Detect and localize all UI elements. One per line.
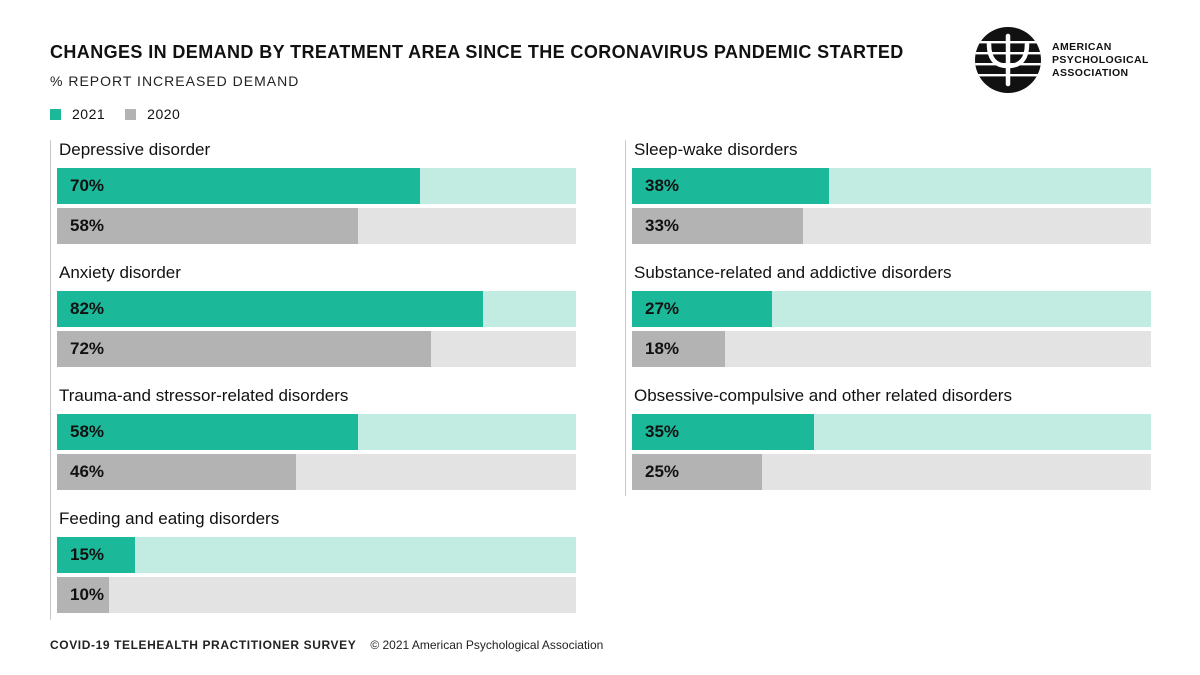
chart-title: CHANGES IN DEMAND BY TREATMENT AREA SINC… [50, 42, 904, 62]
bar-value-label-2021: 27% [645, 299, 680, 318]
bar-value-label-2020: 58% [70, 216, 105, 235]
bar-track-2020: 33% [632, 208, 1151, 244]
bar-value-label-2021: 35% [645, 422, 680, 441]
bar-track-2020: 46% [57, 454, 576, 490]
legend-item-2020: 2020 [125, 106, 180, 122]
legend-swatch-2021 [50, 108, 61, 120]
logo-line-3: ASSOCIATION [1052, 66, 1129, 79]
category-group-sleep-wake-disorders: Sleep-wake disorders 38% 33% [632, 140, 1152, 255]
bar-2020 [57, 454, 296, 490]
legend-label-2020: 2020 [147, 106, 181, 122]
apa-logo: AMERICAN PSYCHOLOGICAL ASSOCIATION [974, 26, 1149, 94]
bar-2021 [57, 291, 483, 327]
bar-2021 [632, 414, 814, 450]
category-label: Feeding and eating disorders [59, 509, 280, 528]
bar-track-2021: 35% [632, 414, 1151, 450]
bar-value-label-2021: 38% [645, 176, 680, 195]
chart-column-left: Depressive disorder 70% 58% Anxiety disorde… [50, 140, 576, 620]
footer-copyright: © 2021 American Psychological Associatio… [370, 638, 604, 652]
bar-value-label-2021: 15% [70, 545, 105, 564]
bar-value-label-2020: 18% [645, 339, 680, 358]
category-group-trauma-and-stressor-related-disorders: Trauma-and stressor-related disorders 58%… [57, 386, 577, 501]
legend-label-2021: 2021 [72, 106, 106, 122]
bar-2021 [632, 291, 773, 327]
bar-2021 [57, 168, 421, 204]
bar-track-2021: 38% [632, 168, 1151, 204]
chart-subtitle: % REPORT INCREASED DEMAND [50, 73, 300, 89]
chart-column-right: Sleep-wake disorders 38% 33% Substance-rela… [625, 140, 1151, 496]
bar-value-label-2020: 72% [70, 339, 105, 358]
bar-track-2021: 58% [57, 414, 576, 450]
legend: 2021 2020 [50, 106, 180, 122]
bar-2020 [632, 331, 726, 367]
bar-track-2020: 25% [632, 454, 1151, 490]
bar-2020 [57, 208, 359, 244]
category-group-depressive-disorder: Depressive disorder 70% 58% [57, 140, 577, 255]
category-group-substance-related-and-addictive-disorders: Substance-related and addictive disorder… [632, 263, 1152, 378]
logo-line-2: PSYCHOLOGICAL [1052, 53, 1149, 66]
bar-value-label-2020: 46% [70, 462, 105, 481]
bar-track-2021: 27% [632, 291, 1151, 327]
psi-icon [975, 27, 1041, 93]
bar-track-2020: 72% [57, 331, 576, 367]
bar-track-2020: 18% [632, 331, 1151, 367]
bar-2021 [57, 414, 359, 450]
category-label: Depressive disorder [59, 140, 211, 159]
bar-value-label-2021: 82% [70, 299, 105, 318]
bar-track-2021: 82% [57, 291, 576, 327]
category-label: Trauma-and stressor-related disorders [59, 386, 349, 405]
bar-track-2020: 58% [57, 208, 576, 244]
category-label: Substance-related and addictive disorder… [634, 263, 952, 282]
footer: COVID-19 TELEHEALTH PRACTITIONER SURVEY … [50, 638, 603, 652]
category-label: Sleep-wake disorders [634, 140, 798, 159]
category-group-anxiety-disorder: Anxiety disorder 82% 72% [57, 263, 577, 378]
footer-survey: COVID-19 TELEHEALTH PRACTITIONER SURVEY [50, 638, 357, 652]
bar-2020 [57, 577, 109, 613]
logo-line-1: AMERICAN [1052, 40, 1112, 53]
bar-value-label-2020: 10% [70, 585, 105, 604]
bar-2021 [632, 168, 830, 204]
legend-swatch-2020 [125, 108, 137, 120]
bar-track-2021: 15% [57, 537, 576, 573]
bar-2020 [57, 331, 431, 367]
bar-track-2021: 70% [57, 168, 576, 204]
logo-wordmark: AMERICAN PSYCHOLOGICAL ASSOCIATION [1052, 41, 1149, 80]
category-label: Anxiety disorder [59, 263, 181, 282]
bar-2021 [57, 537, 135, 573]
category-group-obsessive-compulsive-and-other-related-disorders: Obsessive-compulsive and other related d… [632, 386, 1152, 501]
bar-2020 [632, 208, 804, 244]
category-group-feeding-and-eating-disorders: Feeding and eating disorders 15% 10% [57, 509, 577, 624]
category-label: Obsessive-compulsive and other related d… [634, 386, 1012, 405]
bar-2020 [632, 454, 762, 490]
bar-value-label-2020: 25% [645, 462, 680, 481]
bar-track-2020: 10% [57, 577, 576, 613]
bar-value-label-2020: 33% [645, 216, 680, 235]
bar-value-label-2021: 58% [70, 422, 105, 441]
bar-value-label-2021: 70% [70, 176, 105, 195]
legend-item-2021: 2021 [50, 106, 105, 122]
